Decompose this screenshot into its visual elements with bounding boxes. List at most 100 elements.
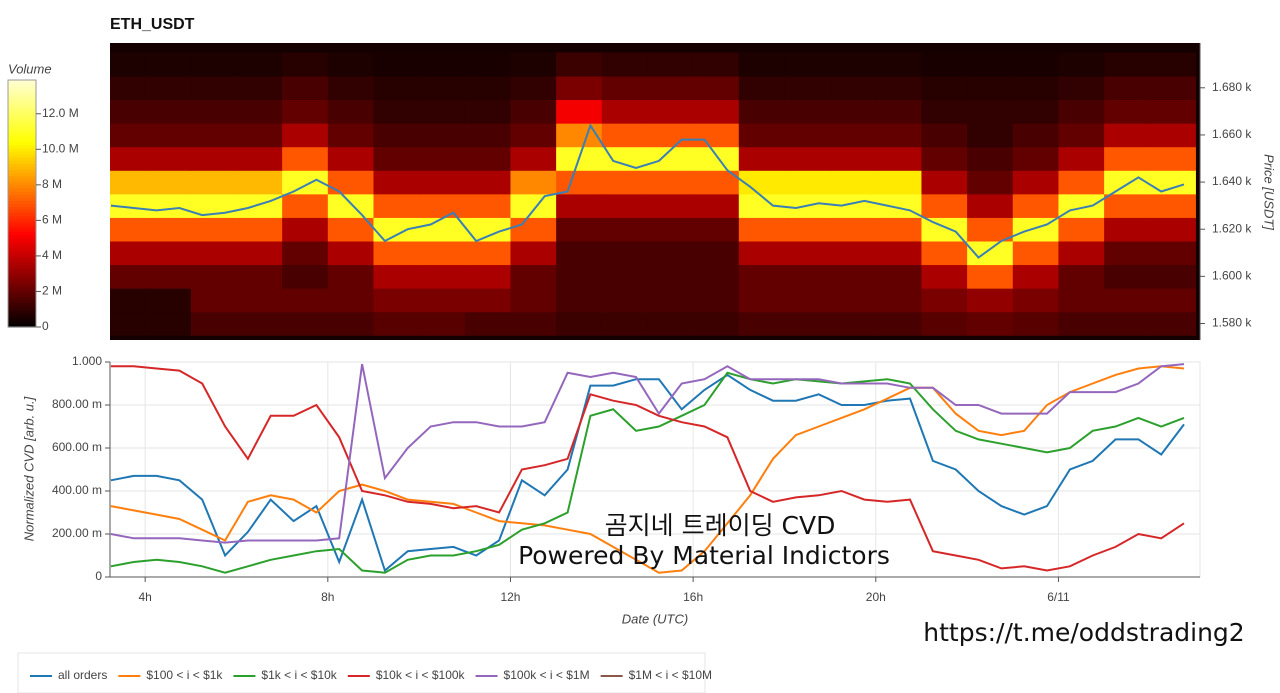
heatmap-cell [282,288,329,313]
heatmap-cell [875,264,922,289]
heatmap-cell [647,170,694,195]
heatmap-cell [419,217,466,242]
heatmap-cell [784,241,831,266]
heatmap-cell [556,217,603,242]
heatmap-cell [327,52,374,77]
heatmap-cell [967,76,1014,101]
heatmap-cell [373,76,420,101]
heatmap-cell [921,241,968,266]
heatmap-cell [738,146,785,171]
heatmap-cell [601,264,648,289]
heatmap-cell [693,241,740,266]
heatmap-cell [738,311,785,336]
heatmap-cell [373,123,420,148]
heatmap-cell [693,99,740,124]
heatmap-cell [556,311,603,336]
heatmap-cell [693,288,740,313]
heatmap-cell [464,193,511,218]
colorbar-swatch [8,113,36,118]
series-line [110,371,1185,574]
heatmap-cell [601,311,648,336]
heatmap-cell [967,217,1014,242]
heatmap-cell [921,288,968,313]
heatmap-cell [373,241,420,266]
heatmap-cell [236,311,283,336]
heatmap-cell [647,311,694,336]
heatmap-cell [1012,52,1059,77]
annotation: Powered By Material Indictors [518,541,890,570]
heatmap-cell [1012,76,1059,101]
heatmap-cell [921,193,968,218]
heatmap-cell [145,217,192,242]
colorbar-swatch [8,231,36,235]
heatmap-cell [1149,170,1196,195]
colorbar-swatch [8,268,36,273]
heatmap-cell [830,146,877,171]
heatmap-cell [190,217,237,242]
heatmap-cell [145,146,192,171]
heatmap-cell [190,76,237,101]
heatmap-cell [1149,217,1196,242]
colorbar-title: Volume [8,61,52,76]
heatmap-cell [327,217,374,242]
colorbar-swatch [8,243,36,248]
heatmap-cell [327,288,374,313]
heatmap-cell [327,146,374,171]
series-line [110,365,1185,574]
heatmap-cell [830,241,877,266]
heatmap-cell [282,99,329,124]
heatmap-cell [190,99,237,124]
y-tick-label: 600.00 m [52,440,102,454]
heatmap-cell [738,170,785,195]
colorbar-swatch [8,141,36,146]
heatmap-cell [647,241,694,266]
y-tick-label: 1.620 k [1212,221,1252,235]
heatmap-cell [921,146,968,171]
heatmap-cell [1012,241,1059,266]
price-line [110,123,1185,259]
heatmap-cell [373,264,420,289]
legend-label: $100k < i < $1M [504,668,590,682]
heatmap-cell [830,170,877,195]
heatmap-cell [647,123,694,148]
heatmap-cell [1149,52,1196,77]
colorbar-swatch [8,181,36,186]
y-tick-label: 800.00 m [52,397,102,411]
legend-label: $10k < i < $100k [376,668,466,682]
heatmap-cell [327,99,374,124]
colorbar-swatch [8,123,36,127]
colorbar-swatch [8,200,36,205]
colorbar-swatch [8,277,36,282]
colorbar-swatch [8,308,36,313]
heatmap-cell [510,170,557,195]
heatmap-cell [1058,311,1105,336]
heatmap-cell [1012,288,1059,313]
heatmap-cell [967,264,1014,289]
heatmap-cell [1104,123,1151,148]
heatmap-cell [190,264,237,289]
heatmap-cell [1012,193,1059,218]
colorbar-swatch [8,172,36,177]
heatmap-cell [967,193,1014,218]
colorbar-swatch [8,283,36,288]
y-axis-title: Price [USDT] [1262,154,1277,230]
heatmap-cell [875,146,922,171]
heatmap-cell [419,193,466,218]
heatmap-cell [830,311,877,336]
heatmap-cell [282,193,329,218]
colorbar-swatch [8,255,36,260]
heatmap-cell [967,146,1014,171]
heatmap-cell [510,288,557,313]
heatmap-cell [145,264,192,289]
heatmap-cell [327,264,374,289]
heatmap-cell [784,146,831,171]
colorbar-swatch [8,311,36,316]
heatmap-cell [510,311,557,336]
heatmap-cell [464,241,511,266]
colorbar-tick-label: 0 [42,319,49,333]
heatmap-cell [327,241,374,266]
colorbar-swatch [8,222,36,226]
heatmap-cell [875,217,922,242]
heatmap-cell [145,311,192,336]
heatmap-cell [145,193,192,218]
